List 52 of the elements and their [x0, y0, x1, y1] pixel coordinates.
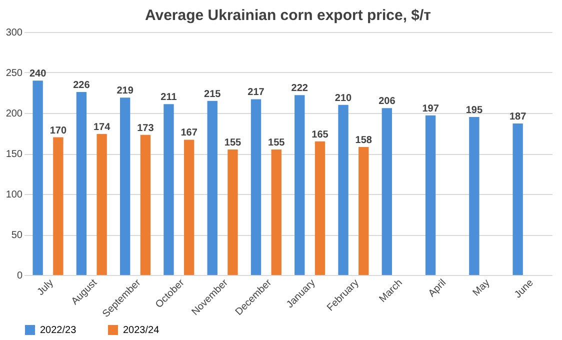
y-tick-label: 150 [6, 149, 23, 160]
y-tick-label: 300 [6, 28, 23, 38]
bar [184, 140, 194, 275]
bar [294, 95, 305, 275]
y-tick-label: 50 [11, 230, 23, 241]
bar [425, 115, 436, 275]
bar [140, 134, 151, 275]
data-label: 187 [509, 112, 527, 123]
data-label: 211 [160, 92, 178, 104]
bar [469, 117, 480, 275]
y-tick-label: 100 [6, 190, 23, 200]
data-label: 206 [378, 96, 396, 108]
bar [338, 104, 348, 275]
legend-label: 2023/24 [123, 325, 160, 336]
data-label: 167 [180, 128, 198, 139]
bar [358, 147, 369, 275]
bar [382, 108, 392, 275]
bar [76, 92, 87, 275]
data-label: 155 [224, 137, 242, 148]
bar [53, 137, 64, 275]
x-tick-label: July [35, 278, 56, 298]
data-label: 210 [334, 92, 352, 104]
bar [314, 141, 326, 275]
y-tick-label: 250 [6, 68, 23, 79]
y-tick-label: 0 [16, 270, 23, 282]
bar [32, 80, 43, 275]
data-label: 158 [355, 135, 372, 146]
data-label: 165 [312, 129, 329, 140]
data-label: 174 [93, 122, 111, 134]
data-label: 219 [116, 86, 134, 97]
bar [271, 149, 282, 275]
bar [512, 124, 523, 275]
data-label: 173 [137, 122, 154, 134]
bar [96, 134, 107, 275]
legend-label: 2022/23 [40, 325, 77, 336]
data-label: 155 [268, 137, 286, 148]
data-label: 222 [291, 83, 308, 94]
bar [250, 99, 262, 275]
data-label: 197 [422, 103, 440, 114]
y-tick-label: 200 [6, 108, 23, 120]
data-label: 215 [204, 88, 222, 100]
chart-title: Average Ukrainian corn export price, $/т [144, 7, 432, 24]
x-tick-label: May [470, 278, 492, 299]
data-label: 170 [50, 125, 67, 136]
data-label: 240 [29, 68, 47, 80]
bar [164, 104, 174, 275]
bar [207, 100, 218, 275]
bar [120, 98, 130, 275]
data-label: 217 [248, 87, 265, 98]
data-label: 195 [466, 105, 483, 116]
bar [228, 149, 238, 275]
data-label: 226 [73, 80, 90, 91]
